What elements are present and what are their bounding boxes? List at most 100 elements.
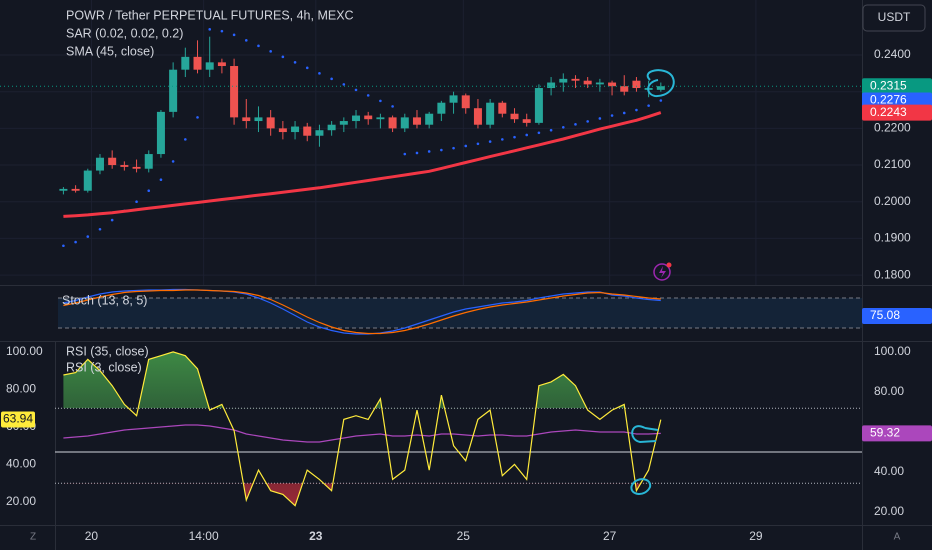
sar-dot (244, 39, 248, 42)
candle-body (583, 80, 592, 85)
sar-dot (86, 235, 90, 238)
sar-dot (135, 200, 138, 204)
candle-body (461, 95, 470, 109)
alert-icon[interactable] (653, 262, 672, 281)
candle-body (144, 154, 153, 169)
candle-body (412, 117, 421, 125)
candle-body (193, 56, 202, 70)
annotation-circle (630, 478, 652, 495)
left-tick-label: 100.00 (6, 344, 43, 358)
x-tick-label: 27 (603, 529, 617, 543)
sar-dot (501, 138, 504, 141)
corner-label[interactable]: Z (30, 532, 36, 543)
sar-dot (635, 108, 638, 112)
sar-dot (305, 66, 309, 70)
candle-body (522, 119, 531, 123)
candle-body (205, 62, 214, 70)
sar-dot (208, 28, 212, 31)
sar-dot (379, 99, 382, 103)
y-tick-label: 0.2400 (874, 47, 911, 61)
sar-dot (561, 125, 565, 129)
currency-button[interactable] (862, 4, 926, 32)
corner-label[interactable]: A (894, 532, 901, 543)
candle-body (291, 126, 300, 133)
sar-dot (196, 116, 199, 119)
sar-dot (488, 140, 492, 143)
right-tick-label: 20.00 (874, 504, 904, 518)
candle-body (388, 117, 397, 129)
chart-title: POWR / Tether PERPETUAL FUTURES, 4h, MEX… (66, 8, 354, 22)
sar-dot (574, 123, 577, 126)
candle-body (315, 130, 324, 136)
candle-body (132, 166, 141, 169)
candle-body (339, 121, 348, 125)
candle-body (217, 62, 226, 67)
indicator-line (63, 424, 661, 443)
y-tick-label: 0.1800 (874, 267, 911, 281)
candle-body (571, 78, 580, 81)
sar-dot (159, 178, 163, 182)
left-tick-label: 40.00 (6, 457, 36, 471)
candle-body (266, 117, 275, 129)
candle-body (473, 108, 482, 125)
annotation (630, 69, 675, 495)
candle-body (230, 66, 239, 118)
alert-ring[interactable] (653, 263, 671, 281)
sar-dot (513, 135, 516, 139)
sar-dot (622, 111, 626, 115)
value-tag-label: 59.32 (870, 426, 900, 440)
sar-dot (391, 105, 394, 108)
sar-dot (171, 160, 175, 163)
x-tick-label: 29 (749, 529, 763, 543)
price-tag (862, 92, 932, 109)
candle-body (498, 102, 507, 114)
candle-body (156, 111, 165, 155)
candle-body (656, 86, 665, 90)
sar-dot (257, 44, 260, 48)
candle-body (437, 102, 446, 114)
sar-dot (659, 99, 663, 102)
y-tick-label: 0.1900 (874, 231, 911, 245)
candle-body (376, 117, 385, 120)
candle-body (120, 165, 129, 167)
x-tick-label: 20 (85, 529, 99, 543)
x-tick-label: 25 (457, 529, 471, 543)
sar-dot (415, 151, 419, 155)
sar-dot (440, 148, 443, 152)
sar-dot (98, 227, 102, 231)
price-tag-label: 0.2276 (870, 93, 907, 107)
candle-body (559, 78, 568, 83)
candle-body (242, 117, 251, 122)
y-tick-label: 0.2000 (874, 194, 911, 208)
y-tick-label: 0.2200 (874, 121, 911, 135)
currency-button-label[interactable]: USDT (878, 10, 911, 24)
candle-body (400, 117, 409, 129)
value-tag-label: 75.08 (870, 308, 900, 322)
candle-body (425, 113, 434, 125)
candle-body (181, 56, 190, 70)
sar-dot (647, 104, 650, 107)
indicator-legend: SMA (45, close) (66, 44, 154, 58)
candle-body (278, 128, 287, 133)
x-tick-label: 14:00 (189, 529, 219, 543)
sar-dot (62, 244, 65, 248)
alert-bolt[interactable] (659, 266, 666, 278)
candle-body (534, 88, 543, 123)
sar-dot (366, 94, 370, 97)
sar-dot (184, 138, 187, 141)
sar-dot (549, 128, 553, 132)
sar-dot (330, 77, 333, 81)
candle-body (547, 82, 556, 89)
sar-dot (220, 29, 224, 33)
candle-body (303, 126, 312, 136)
y-tick-label: 0.2100 (874, 157, 911, 171)
candle-body (71, 188, 80, 191)
value-tag (1, 411, 35, 428)
alert-dot[interactable] (666, 262, 672, 268)
sar-dot (74, 240, 77, 244)
right-tick-label: 80.00 (874, 384, 904, 398)
sar-dot (403, 152, 407, 156)
sar-dot (525, 133, 529, 137)
sar-dot (464, 144, 468, 148)
